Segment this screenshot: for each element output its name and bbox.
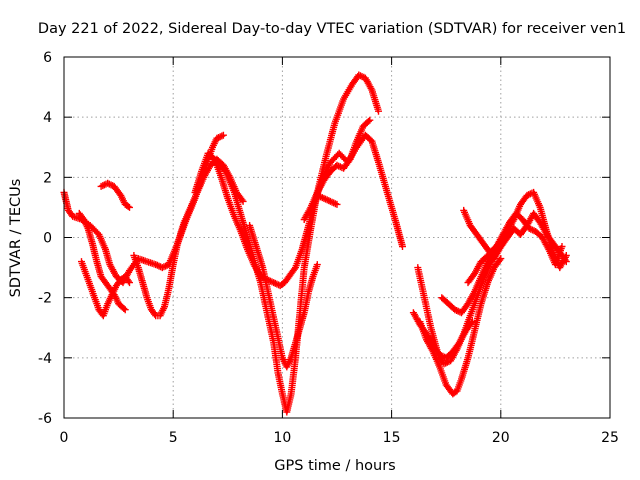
- series-satellite-track-10: [313, 191, 341, 208]
- axis-ticks: 0 5 10 15 20 25 -6 -4 -2 0 2 4 6: [38, 50, 619, 446]
- data-point-markers: [213, 71, 382, 416]
- x-tick-label: 20: [492, 430, 510, 446]
- y-tick-label: 0: [43, 231, 52, 247]
- series-satellite-track-3: [78, 258, 133, 320]
- series-satellite-track-15: [460, 206, 566, 269]
- x-tick-label: 15: [383, 430, 401, 446]
- x-tick-label: 25: [601, 430, 619, 446]
- y-axis-label: SDTVAR / TECUs: [8, 179, 24, 298]
- x-tick-label: 0: [60, 430, 69, 446]
- x-tick-label: 5: [169, 430, 178, 446]
- series-satellite-track-9: [300, 116, 374, 223]
- data-point-markers: [313, 191, 341, 208]
- y-tick-label: 2: [43, 170, 52, 186]
- series-satellite-track-8: [246, 222, 321, 371]
- y-tick-label: 6: [43, 50, 52, 66]
- chart-title: Day 221 of 2022, Sidereal Day-to-day VTE…: [38, 21, 626, 37]
- series-satellite-track-7: [213, 71, 382, 416]
- data-point-markers: [464, 209, 570, 287]
- y-tick-label: -2: [38, 291, 52, 307]
- x-tick-label: 10: [273, 430, 291, 446]
- data-point-markers: [246, 222, 321, 371]
- data-point-markers: [97, 179, 133, 211]
- series-satellite-track-13: [409, 309, 476, 362]
- y-tick-label: 4: [43, 110, 52, 126]
- series-satellite-track-6: [191, 131, 406, 290]
- y-tick-label: -4: [38, 351, 52, 367]
- data-marks: [60, 71, 570, 416]
- data-point-markers: [78, 258, 133, 320]
- data-point-markers: [300, 116, 374, 223]
- series-satellite-track-16: [464, 209, 570, 287]
- data-point-markers: [409, 309, 476, 362]
- y-tick-label: -6: [38, 411, 52, 427]
- data-point-markers: [460, 206, 566, 269]
- series-satellite-track-4: [97, 179, 133, 211]
- data-point-markers: [191, 131, 406, 290]
- x-axis-label: GPS time / hours: [274, 458, 395, 474]
